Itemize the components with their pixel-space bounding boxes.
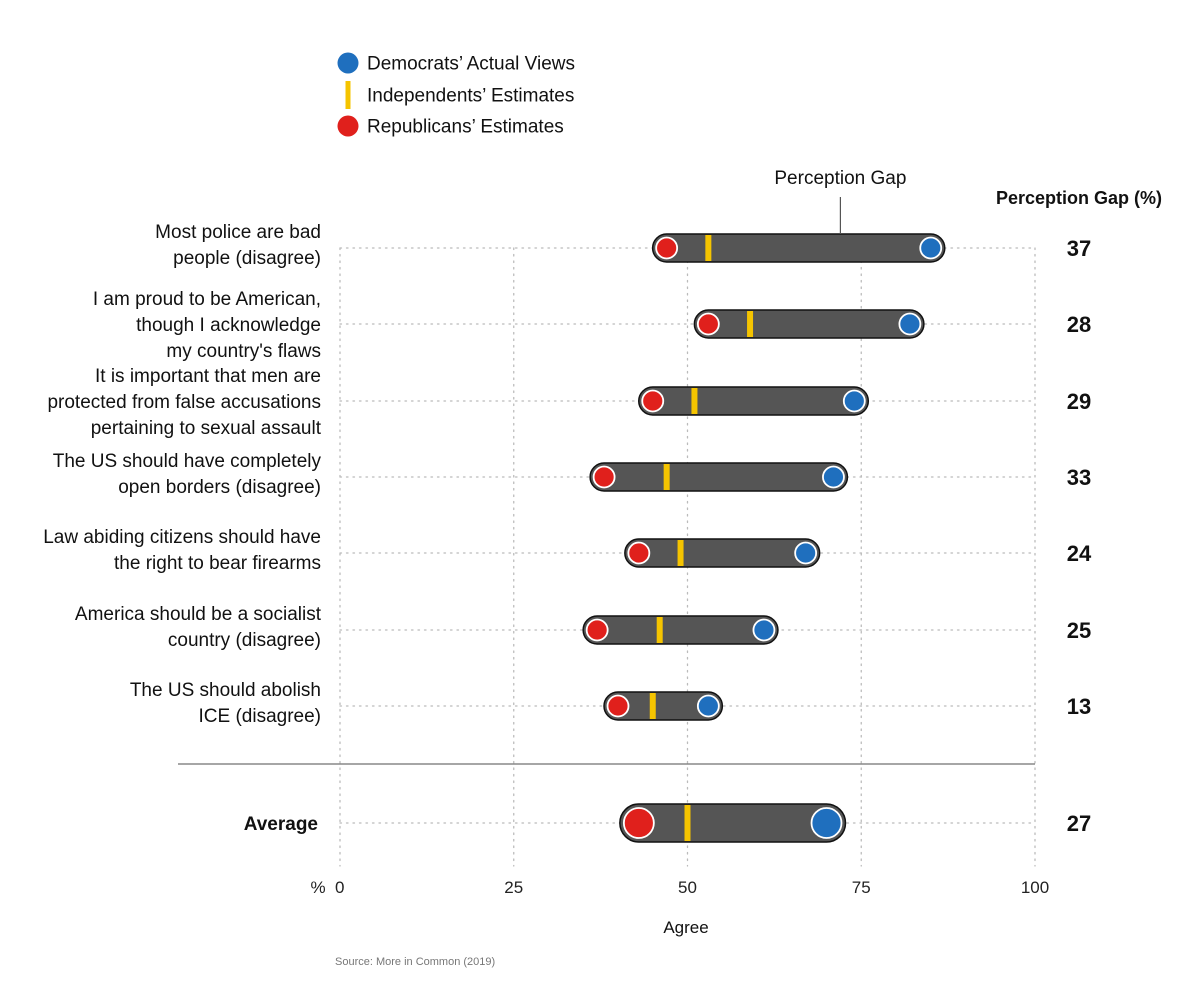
row-label-line: people (disagree) [173,248,321,269]
gap-value: 37 [1067,236,1091,261]
marker-democrats [696,694,720,718]
marker-republicans [627,541,651,565]
row-4: The US should have completely open border… [53,451,1092,498]
legend-label-rep: Republicans’ Estimates [367,117,564,138]
x-axis-label: Agree [663,918,708,937]
marker-republicans [585,618,609,642]
row-3: It is important that men are protected fr… [47,366,1091,439]
source-note: Source: More in Common (2019) [335,956,495,968]
gap-value: 24 [1067,541,1092,566]
marker-republicans [641,389,665,413]
marker-democrats [822,465,845,489]
marker-independents [691,388,698,414]
gap-bar [624,538,821,568]
marker-republicans [622,807,655,839]
marker-independents [656,617,663,643]
row-label-line: open borders (disagree) [118,477,321,498]
marker-independents [663,464,670,490]
x-axis-unit: % [310,878,325,897]
marker-republicans [655,236,679,260]
x-tick-75: 75 [852,878,871,897]
marker-independents [684,805,691,841]
gap-value: 13 [1067,694,1091,719]
x-tick-50: 50 [678,878,697,897]
gap-bar [619,803,847,843]
legend-label-ind: Independents’ Estimates [367,86,574,107]
row-7: The US should abolish ICE (disagree) 13 [130,680,1091,727]
row-average: Average 27 [244,803,1091,843]
grid [339,247,1036,867]
gap-column-header: Perception Gap (%) [996,188,1162,208]
legend-marker-dem [337,52,359,74]
row-label: Average [244,814,318,835]
marker-republicans [592,465,616,489]
marker-independents [649,693,656,719]
row-label-line: my country's flaws [166,341,321,362]
marker-democrats [810,807,843,839]
gap-bar [589,462,849,492]
x-axis: % 0 25 50 75 100 [310,878,1049,897]
annotation-label: Perception Gap [774,168,906,189]
gap-value: 33 [1067,465,1091,490]
gap-bar [582,615,779,645]
row-label-line: The US should have completely [53,451,322,472]
row-label-line: The US should abolish [130,680,321,701]
row-label-line: protected from false accusations [47,392,321,413]
marker-independents [705,235,712,261]
gap-value: 27 [1067,811,1091,836]
legend-label-dem: Democrats’ Actual Views [367,54,575,75]
row-label-line: America should be a socialist [75,604,322,625]
row-6: America should be a socialist country (di… [75,604,1091,651]
legend-marker-rep [337,115,359,137]
rows: Most police are bad people (disagree) 37 I … [43,168,1092,843]
row-1: Most police are bad people (disagree) 37 [155,222,1091,269]
gap-value: 29 [1067,389,1091,414]
marker-independents [747,311,754,337]
gap-bar [638,386,870,416]
x-tick-100: 100 [1021,878,1049,897]
gap-bar [693,309,925,339]
legend-marker-ind [345,81,351,109]
legend: Democrats’ Actual Views Independents’ Est… [337,52,575,138]
row-label-line: Law abiding citizens should have [43,527,321,548]
row-2: I am proud to be American, though I ackno… [93,289,1091,362]
marker-independents [677,540,684,566]
row-label-line: pertaining to sexual assault [91,418,322,439]
gap-bar [651,233,946,263]
marker-democrats [898,312,922,336]
row-label-line: country (disagree) [168,630,321,651]
row-label-line: ICE (disagree) [199,706,322,727]
row-label-line: the right to bear firearms [114,553,321,574]
row-label-line: though I acknowledge [136,315,321,336]
marker-democrats [919,236,943,260]
gap-value: 28 [1067,312,1091,337]
row-label-line: Most police are bad [155,222,321,243]
gap-value: 25 [1067,618,1091,643]
marker-republicans [606,694,630,718]
marker-republicans [696,312,720,336]
marker-democrats [842,389,866,413]
gap-bar [603,691,724,721]
x-tick-25: 25 [504,878,523,897]
x-tick-0: 0 [335,878,344,897]
marker-democrats [752,618,776,642]
row-label-line: I am proud to be American, [93,289,321,310]
row-5: Law abiding citizens should have the righ… [43,527,1092,574]
row-label-line: It is important that men are [95,366,321,387]
marker-democrats [794,541,818,565]
